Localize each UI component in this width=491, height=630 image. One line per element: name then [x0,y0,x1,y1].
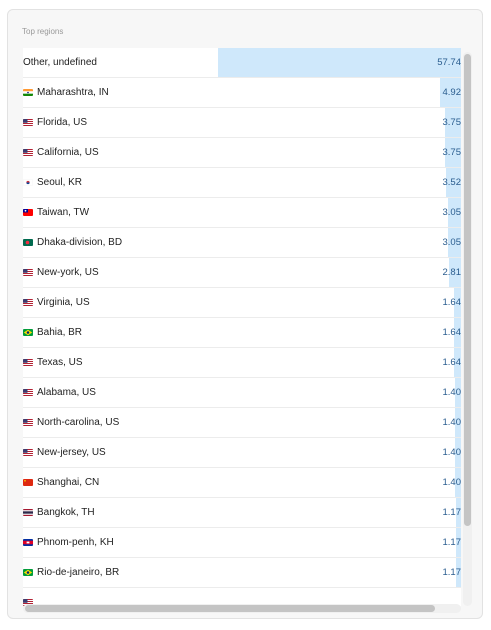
flag-th-icon [23,509,33,516]
vertical-scrollbar-thumb[interactable] [464,54,471,526]
region-row[interactable]: Bangkok, TH 1.17 [23,498,461,528]
region-label: Bangkok, TH [37,507,95,518]
region-value-bar [440,78,461,107]
region-value: 1.40 [442,477,462,488]
region-label: California, US [37,147,99,158]
region-value: 1.40 [442,417,462,428]
horizontal-scrollbar[interactable] [23,604,461,613]
region-value-bar [454,318,461,347]
flag-kr-icon [23,179,33,186]
region-value-bar [445,138,461,167]
region-value-bar [448,198,461,227]
top-regions-panel: Top regions Other, undefined 57.74 Maharas… [7,9,483,619]
region-row[interactable]: Taiwan, TW 3.05 [23,198,461,228]
region-value-bar [218,48,461,77]
region-value: 1.40 [442,447,462,458]
region-row[interactable]: Shanghai, CN 1.40 [23,468,461,498]
region-value-bar [445,108,461,137]
region-value: 1.17 [442,507,462,518]
region-row[interactable]: New-york, US 2.81 [23,258,461,288]
region-label: Shanghai, CN [37,477,100,488]
region-label: Seoul, KR [37,177,83,188]
region-row[interactable]: Seoul, KR 3.52 [23,168,461,198]
region-row[interactable]: Florida, US 3.75 [23,108,461,138]
flag-us-icon [23,389,33,396]
region-row[interactable]: Alabama, US 1.40 [23,378,461,408]
region-value-bar [454,288,461,317]
regions-list[interactable]: Other, undefined 57.74 Maharashtra, IN 4.92… [23,48,461,606]
region-label: North-carolina, US [37,417,120,428]
region-value: 1.64 [442,357,462,368]
flag-us-icon [23,359,33,366]
flag-in-icon [23,89,33,96]
region-value-bar [456,528,461,557]
region-row[interactable]: California, US 3.75 [23,138,461,168]
region-value: 3.75 [442,147,462,158]
region-label: New-jersey, US [37,447,106,458]
region-label: Dhaka-division, BD [37,237,123,248]
flag-us-icon [23,419,33,426]
region-value-bar [448,228,461,257]
region-label: Other, undefined [23,57,97,68]
region-value-bar [449,258,461,287]
region-value: 3.52 [442,177,462,188]
region-value-bar [456,498,461,527]
region-label: Maharashtra, IN [37,87,109,98]
region-label: New-york, US [37,267,99,278]
region-value: 1.64 [442,327,462,338]
flag-cn-icon [23,479,33,486]
region-label: Phnom-penh, KH [37,537,114,548]
flag-us-icon [23,149,33,156]
region-label: Bahia, BR [37,327,83,338]
region-label: Virginia, US [37,297,90,308]
region-row[interactable]: Dhaka-division, BD 3.05 [23,228,461,258]
region-label: Rio-de-janeiro, BR [37,567,120,578]
region-value-bar [446,168,461,197]
region-value-bar [456,558,461,587]
flag-br-icon [23,329,33,336]
region-value: 1.17 [442,537,462,548]
flag-us-icon [23,449,33,456]
region-row[interactable]: Phnom-penh, KH 1.17 [23,528,461,558]
region-row[interactable]: Maharashtra, IN 4.92 [23,78,461,108]
vertical-scrollbar[interactable] [463,52,472,606]
region-value-bar [454,348,461,377]
region-value: 3.75 [442,117,462,128]
region-row[interactable]: Rio-de-janeiro, BR 1.17 [23,558,461,588]
region-row[interactable]: Other, undefined 57.74 [23,48,461,78]
region-row[interactable]: North-carolina, US 1.40 [23,408,461,438]
region-row[interactable]: New-jersey, US 1.40 [23,438,461,468]
region-row[interactable]: Texas, US 1.64 [23,348,461,378]
region-label: Florida, US [37,117,88,128]
region-value-bar [455,468,461,497]
region-value: 3.05 [442,207,462,218]
region-label: Texas, US [37,357,83,368]
region-row[interactable]: Virginia, US 1.64 [23,288,461,318]
region-label: Alabama, US [37,387,96,398]
flag-bd-icon [23,239,33,246]
region-value-bar [455,408,461,437]
region-value: 3.05 [442,237,462,248]
region-value: 1.17 [442,567,462,578]
region-value-bar [455,378,461,407]
horizontal-scrollbar-thumb[interactable] [25,605,435,612]
flag-br-icon [23,569,33,576]
region-value: 57.74 [437,57,461,68]
flag-us-icon [23,299,33,306]
region-row[interactable]: Bahia, BR 1.64 [23,318,461,348]
flag-tw-icon [23,209,33,216]
panel-title: Top regions [22,27,64,36]
region-value: 2.81 [442,267,462,278]
region-label: Taiwan, TW [37,207,90,218]
region-value-bar [455,438,461,467]
flag-us-icon [23,119,33,126]
region-value: 1.64 [442,297,462,308]
flag-us-icon [23,269,33,276]
region-value: 4.92 [442,87,462,98]
region-value: 1.40 [442,387,462,398]
flag-kh-icon [23,539,33,546]
